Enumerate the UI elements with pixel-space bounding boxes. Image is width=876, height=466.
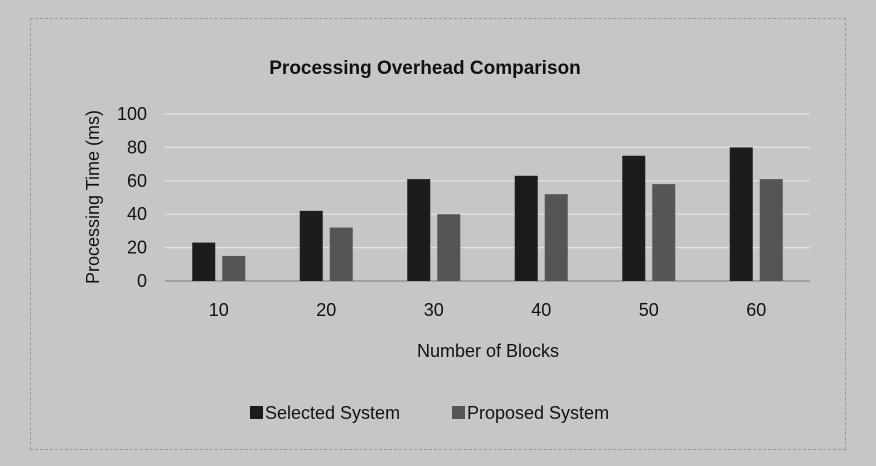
x-tick-label: 20 bbox=[316, 300, 336, 320]
y-tick-labels: 0 20 40 60 80 100 bbox=[117, 104, 147, 291]
legend-swatch bbox=[250, 406, 263, 419]
bar-selected-50 bbox=[622, 155, 646, 281]
bar-selected-30 bbox=[407, 179, 431, 281]
bar-proposed-40 bbox=[544, 194, 568, 281]
bar-selected-40 bbox=[514, 175, 538, 281]
x-axis-label: Number of Blocks bbox=[417, 341, 559, 361]
y-tick-label: 100 bbox=[117, 104, 147, 124]
bar-selected-20 bbox=[299, 210, 323, 281]
gridlines bbox=[165, 113, 810, 282]
y-tick-label: 60 bbox=[127, 171, 147, 191]
y-tick-label: 80 bbox=[127, 137, 147, 157]
x-tick-label: 40 bbox=[531, 300, 551, 320]
y-tick-label: 20 bbox=[127, 238, 147, 258]
bar-selected-10 bbox=[192, 242, 216, 281]
y-axis-label: Processing Time (ms) bbox=[83, 110, 103, 284]
legend-label: Proposed System bbox=[467, 403, 609, 423]
x-tick-label: 30 bbox=[424, 300, 444, 320]
chart-title: Processing Overhead Comparison bbox=[269, 58, 581, 79]
legend-label: Selected System bbox=[265, 403, 400, 423]
y-tick-label: 0 bbox=[137, 271, 147, 291]
bar-proposed-30 bbox=[437, 214, 461, 281]
chart-border bbox=[30, 18, 846, 450]
x-tick-label: 10 bbox=[209, 300, 229, 320]
bar-proposed-60 bbox=[759, 179, 783, 281]
bar-proposed-50 bbox=[652, 184, 676, 281]
bar-proposed-20 bbox=[329, 227, 353, 281]
x-tick-label: 50 bbox=[639, 300, 659, 320]
bars bbox=[192, 147, 783, 281]
x-tick-label: 60 bbox=[746, 300, 766, 320]
x-tick-labels: 10 20 30 40 50 60 bbox=[209, 300, 767, 320]
bar-selected-60 bbox=[729, 147, 753, 281]
y-tick-label: 40 bbox=[127, 204, 147, 224]
legend-swatch bbox=[452, 406, 465, 419]
bar-proposed-10 bbox=[222, 255, 246, 281]
legend: Selected System Proposed System bbox=[250, 403, 609, 423]
